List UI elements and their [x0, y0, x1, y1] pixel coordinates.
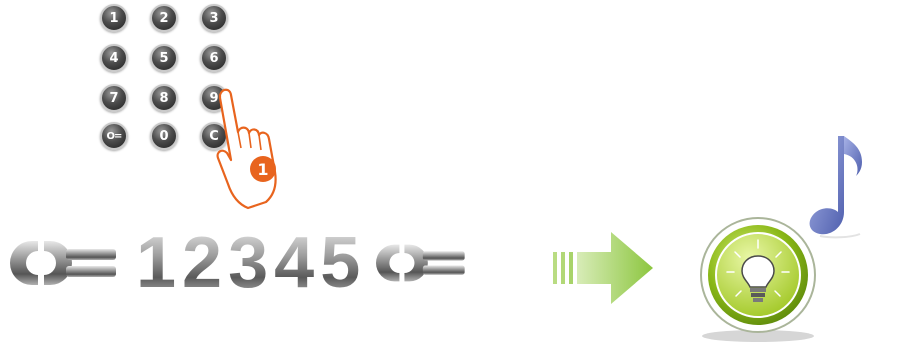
keypad-key-4[interactable]: 4: [100, 44, 128, 72]
keypad-key-6[interactable]: 6: [200, 44, 228, 72]
pointing-hand-icon: 1: [216, 88, 277, 210]
keypad-key-7[interactable]: 7: [100, 84, 128, 112]
keypad-key-8[interactable]: 8: [150, 84, 178, 112]
light-bulb-icon: [700, 217, 816, 342]
keypad-key-2[interactable]: 2: [150, 4, 178, 32]
key-symbol-icon-end: [376, 244, 465, 282]
keypad-key-0[interactable]: 0: [150, 122, 178, 150]
code-digit-3: 3: [228, 223, 269, 303]
keypad-key-c[interactable]: C: [200, 122, 228, 150]
key-symbol-icon: [10, 241, 116, 285]
code-digit-5: 5: [320, 223, 361, 303]
music-note-icon: [809, 136, 862, 239]
code-sequence: 1 2 3 4 5: [10, 223, 468, 303]
keypad-key-5[interactable]: 5: [150, 44, 178, 72]
keypad-key-key-symbol[interactable]: O=: [100, 122, 128, 150]
keypad-key-1[interactable]: 1: [100, 4, 128, 32]
code-digit-1: 1: [136, 223, 177, 303]
code-digit-4: 4: [274, 223, 315, 303]
code-digit-2: 2: [182, 223, 223, 303]
step-badge-label: 1: [257, 160, 268, 179]
step-badge: [250, 156, 276, 182]
keypad: 1 2 3 4 5 6 7 8 9 O= 0 C: [100, 4, 240, 154]
green-right-arrow-icon: [553, 232, 653, 304]
keypad-key-3[interactable]: 3: [200, 4, 228, 32]
